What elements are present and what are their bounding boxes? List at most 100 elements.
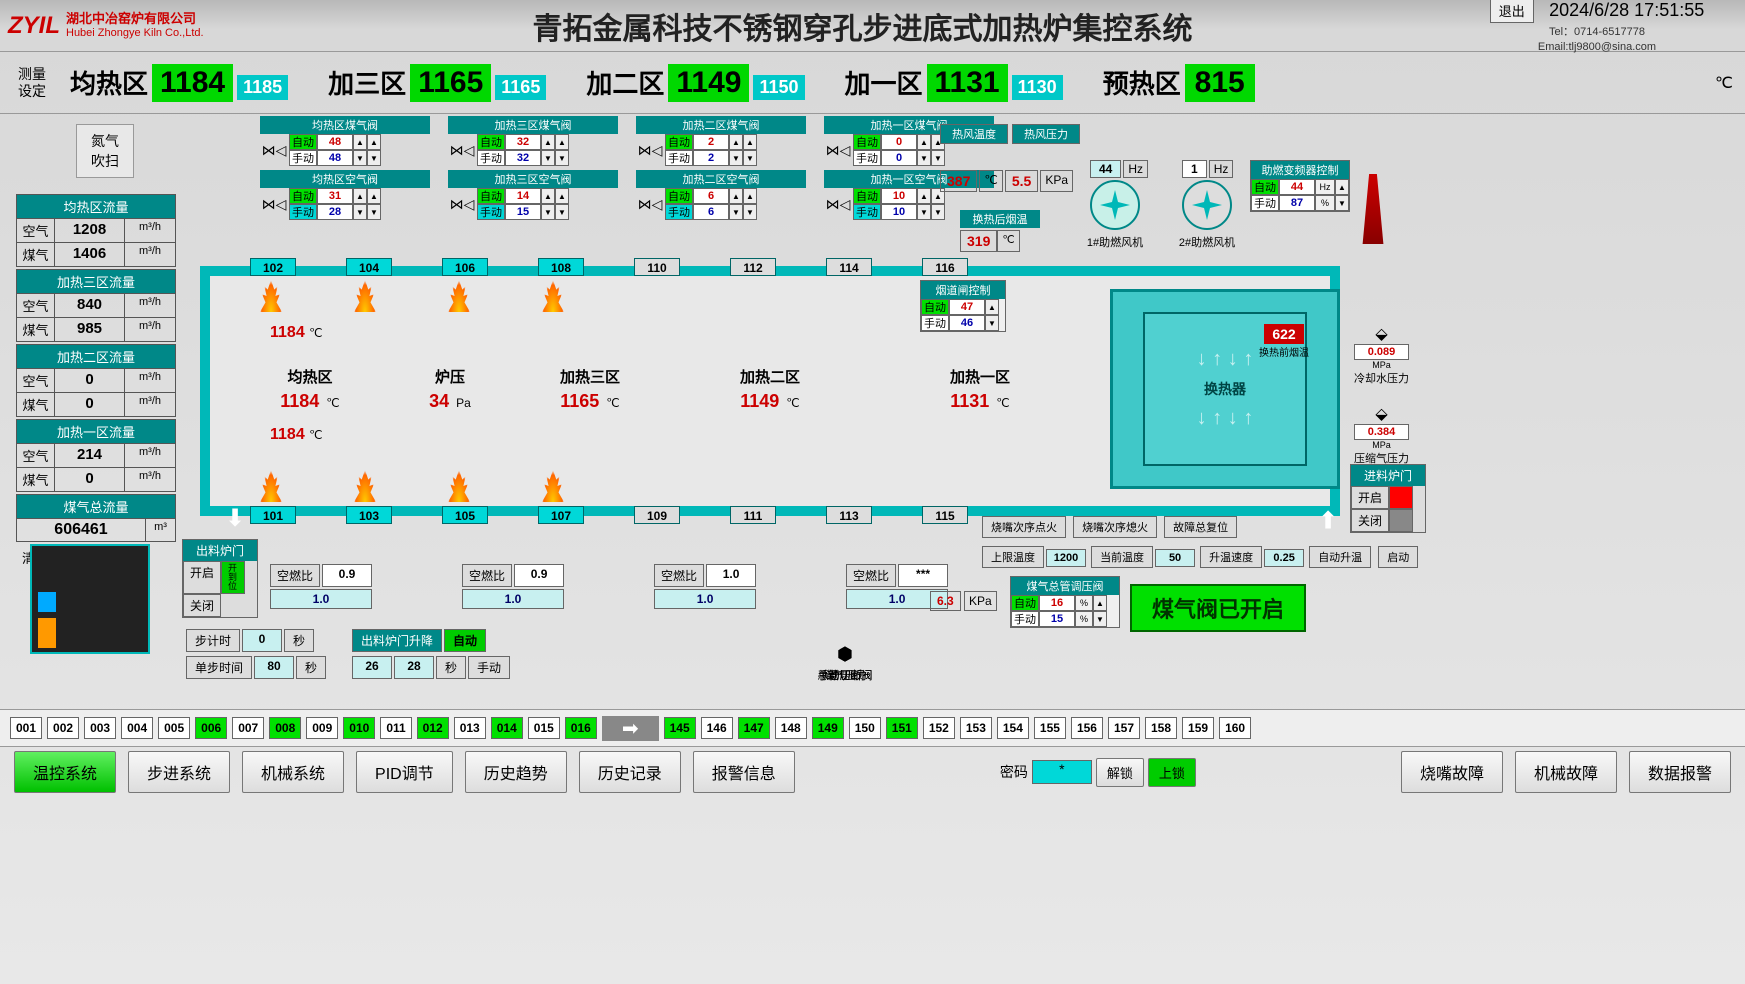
nav-btn[interactable]: 机械故障 (1515, 751, 1617, 793)
valve-up[interactable]: ▲ (353, 134, 367, 150)
valve-man-btn[interactable]: 手动 (477, 204, 505, 220)
slot[interactable]: 014 (491, 717, 523, 739)
burner-top[interactable]: 106 (442, 258, 488, 276)
rate-val[interactable]: 0.25 (1264, 549, 1304, 567)
burner-top[interactable]: 112 (730, 258, 776, 276)
slot[interactable]: 150 (849, 717, 881, 739)
nav-btn[interactable]: 报警信息 (693, 751, 795, 793)
afr-v2[interactable]: 1.0 (462, 589, 564, 609)
lift-man[interactable]: 手动 (468, 656, 510, 679)
extinguish-btn[interactable]: 烧嘴次序熄火 (1073, 516, 1157, 538)
slot[interactable]: 004 (121, 717, 153, 739)
slot[interactable]: 011 (380, 717, 411, 739)
lock-btn[interactable]: 上锁 (1148, 758, 1196, 787)
valve-up[interactable]: ▲ (541, 134, 555, 150)
valve-man-btn[interactable]: 手动 (853, 204, 881, 220)
burner-bot[interactable]: 111 (730, 506, 776, 524)
slot[interactable]: 002 (47, 717, 79, 739)
slot[interactable]: 159 (1182, 717, 1214, 739)
slot[interactable]: 016 (565, 717, 597, 739)
nav-btn[interactable]: 历史趋势 (465, 751, 567, 793)
valve-up[interactable]: ▲ (729, 188, 743, 204)
slot[interactable]: 012 (417, 717, 449, 739)
slot[interactable]: 015 (528, 717, 560, 739)
valve-man-btn[interactable]: 手动 (665, 150, 693, 166)
valve-dn[interactable]: ▼ (541, 204, 555, 220)
burner-bot[interactable]: 101 (250, 506, 296, 524)
slot[interactable]: 008 (269, 717, 301, 739)
burner-bot[interactable]: 113 (826, 506, 872, 524)
slot[interactable]: 146 (701, 717, 733, 739)
zone-setpoint[interactable]: 1130 (1012, 75, 1063, 100)
valve-auto-btn[interactable]: 自动 (289, 188, 317, 204)
valve-up[interactable]: ▲ (917, 134, 931, 150)
upper-val[interactable]: 1200 (1046, 549, 1086, 567)
nav-btn[interactable]: 数据报警 (1629, 751, 1731, 793)
nav-btn[interactable]: 机械系统 (242, 751, 344, 793)
pwd-input[interactable]: * (1032, 760, 1092, 784)
burner-top[interactable]: 104 (346, 258, 392, 276)
valve-dn[interactable]: ▼ (917, 204, 931, 220)
slot[interactable]: 001 (10, 717, 42, 739)
slot[interactable]: 005 (158, 717, 190, 739)
slot[interactable]: 010 (343, 717, 375, 739)
slot[interactable]: 009 (306, 717, 338, 739)
outdoor-open[interactable]: 开启 (183, 561, 221, 594)
ignite-btn[interactable]: 烧嘴次序点火 (982, 516, 1066, 538)
valve-auto-btn[interactable]: 自动 (665, 134, 693, 150)
outdoor-close[interactable]: 关闭 (183, 594, 221, 617)
valve-dn[interactable]: ▼ (917, 150, 931, 166)
slot[interactable]: 158 (1145, 717, 1177, 739)
slot[interactable]: 003 (84, 717, 116, 739)
nav-btn[interactable]: 温控系统 (14, 751, 116, 793)
reset-btn[interactable]: 故障总复位 (1164, 516, 1237, 538)
n2-purge[interactable]: 氮气 吹扫 (76, 124, 134, 178)
lift-mode[interactable]: 自动 (444, 629, 486, 652)
slot[interactable]: 156 (1071, 717, 1103, 739)
valve-man-btn[interactable]: 手动 (477, 150, 505, 166)
slot[interactable]: 007 (232, 717, 264, 739)
burner-top[interactable]: 108 (538, 258, 584, 276)
slot[interactable]: 013 (454, 717, 486, 739)
valve-auto-btn[interactable]: 自动 (853, 134, 881, 150)
valve-man-btn[interactable]: 手动 (665, 204, 693, 220)
valve-dn[interactable]: ▼ (729, 204, 743, 220)
zone-setpoint[interactable]: 1185 (237, 75, 288, 100)
valve-auto-btn[interactable]: 自动 (665, 188, 693, 204)
slot[interactable]: 153 (960, 717, 992, 739)
slot[interactable]: 157 (1108, 717, 1140, 739)
burner-bot[interactable]: 103 (346, 506, 392, 524)
valve-dn[interactable]: ▼ (353, 204, 367, 220)
zone-setpoint[interactable]: 1165 (495, 75, 546, 100)
afr-v2[interactable]: 1.0 (654, 589, 756, 609)
slot[interactable]: 145 (664, 717, 696, 739)
exit-button[interactable]: 退出 (1490, 0, 1534, 23)
lift-v1[interactable]: 26 (352, 656, 392, 679)
burner-bot[interactable]: 115 (922, 506, 968, 524)
slot[interactable]: 148 (775, 717, 807, 739)
slot[interactable]: 154 (997, 717, 1029, 739)
slot[interactable]: 152 (923, 717, 955, 739)
unlock-btn[interactable]: 解锁 (1096, 758, 1144, 787)
afr-v2[interactable]: 1.0 (270, 589, 372, 609)
burner-top[interactable]: 114 (826, 258, 872, 276)
nav-btn[interactable]: 烧嘴故障 (1401, 751, 1503, 793)
burner-top[interactable]: 102 (250, 258, 296, 276)
valve-man-btn[interactable]: 手动 (289, 204, 317, 220)
burner-top[interactable]: 110 (634, 258, 680, 276)
valve-auto-btn[interactable]: 自动 (289, 134, 317, 150)
valve-dn[interactable]: ▼ (353, 150, 367, 166)
burner-bot[interactable]: 109 (634, 506, 680, 524)
valve-up[interactable]: ▲ (353, 188, 367, 204)
valve-auto-btn[interactable]: 自动 (477, 134, 505, 150)
valve-auto-btn[interactable]: 自动 (477, 188, 505, 204)
valve-man-btn[interactable]: 手动 (289, 150, 317, 166)
slot[interactable]: 160 (1219, 717, 1251, 739)
valve-up[interactable]: ▲ (541, 188, 555, 204)
lift-v2[interactable]: 28 (394, 656, 434, 679)
slot[interactable]: 151 (886, 717, 918, 739)
nav-btn[interactable]: 历史记录 (579, 751, 681, 793)
valve-dn[interactable]: ▼ (541, 150, 555, 166)
slot[interactable]: 006 (195, 717, 227, 739)
slot[interactable]: 149 (812, 717, 844, 739)
